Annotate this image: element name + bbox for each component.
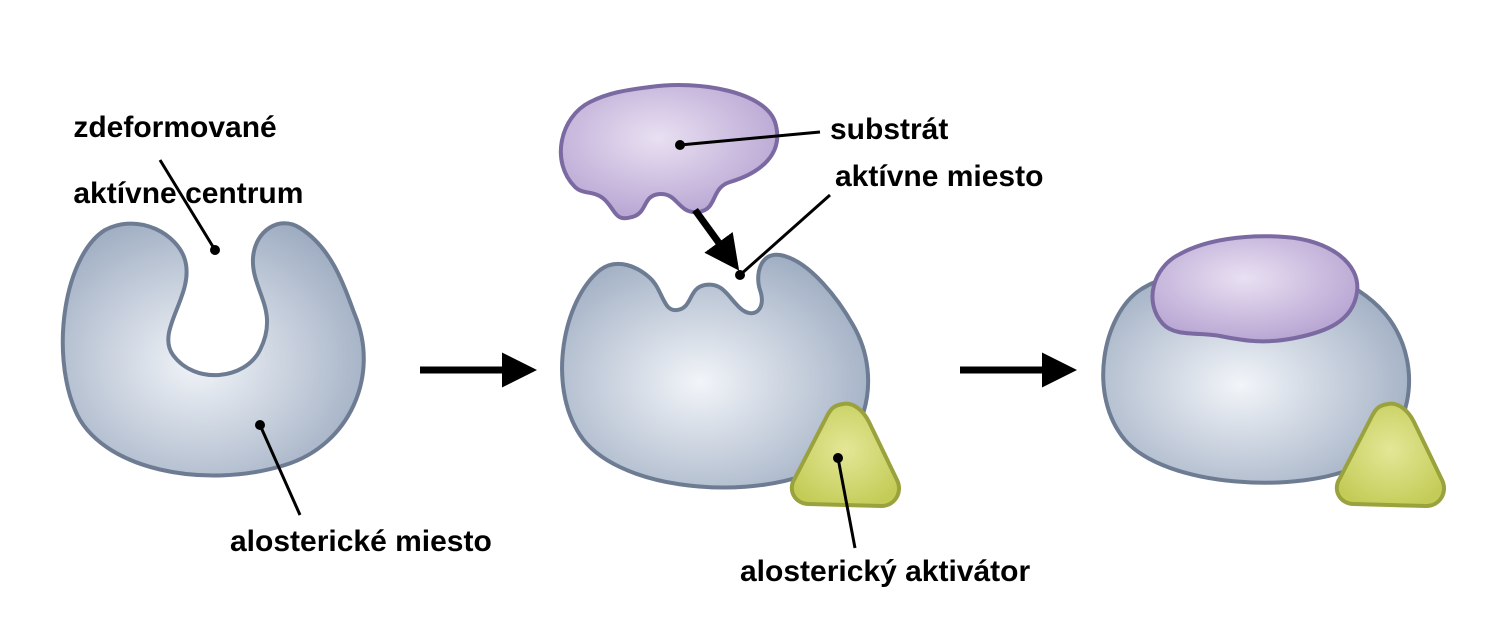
label-allosteric-site: alosterické miesto <box>230 525 492 558</box>
label-substrate: substrát <box>830 113 948 146</box>
label-line: aktívne centrum <box>73 177 303 210</box>
label-line: zdeformované <box>73 111 276 144</box>
label-allosteric-activator: alosterický aktivátor <box>740 555 1030 588</box>
label-deformed-active-center: zdeformované aktívne centrum <box>40 78 303 243</box>
diagram-canvas: zdeformované aktívne centrum alosterické… <box>0 0 1500 630</box>
label-active-site: aktívne miesto <box>835 160 1043 193</box>
